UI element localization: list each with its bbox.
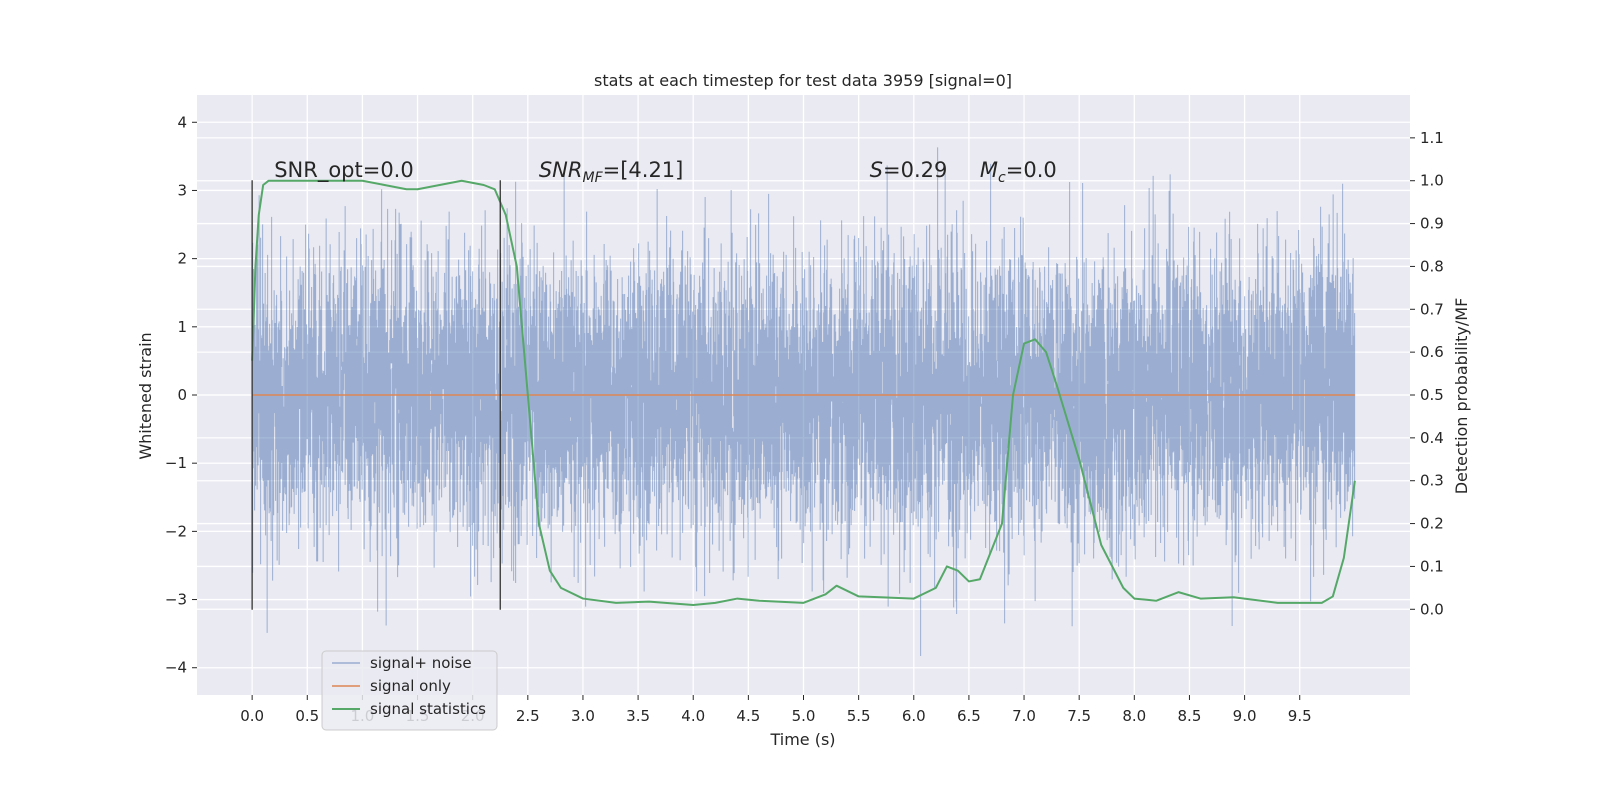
x-tick-label: 0.5	[295, 707, 319, 725]
x-tick-label: 0.0	[240, 707, 264, 725]
y-tick-label-right: 1.1	[1420, 129, 1444, 147]
chart-title: stats at each timestep for test data 395…	[594, 71, 1012, 90]
series-area	[251, 147, 1356, 657]
y-tick-label: 1	[177, 318, 187, 336]
y-tick-label-right: 0.7	[1420, 300, 1444, 318]
legend-label: signal only	[370, 677, 451, 695]
x-tick-label: 3.0	[571, 707, 595, 725]
series-signal-statistics	[251, 179, 1356, 606]
x-tick-label: 5.5	[847, 707, 871, 725]
legend: signal+ noise signal only signal statistic…	[321, 650, 498, 731]
y-axis-label: Whitened strain	[136, 332, 155, 459]
annotation-text: S=0.29	[870, 158, 948, 182]
y-axis-label-right: Detection probability/MF	[1452, 298, 1471, 495]
legend-label: signal+ noise	[370, 654, 472, 672]
x-tick-label: 2.5	[516, 707, 540, 725]
x-tick-label: 6.0	[902, 707, 926, 725]
y-tick-label-right: 0.2	[1420, 515, 1444, 533]
y-tick-label-right: 0.4	[1420, 429, 1444, 447]
y-tick-label-right: 0.8	[1420, 257, 1444, 275]
y-tick-label-right: 0.0	[1420, 600, 1444, 618]
x-tick-label: 7.0	[1012, 707, 1036, 725]
legend-box	[321, 650, 498, 731]
annotation-text: Mc=0.0	[980, 158, 1057, 186]
x-tick-label: 8.5	[1178, 707, 1202, 725]
y-tick-label-right: 0.9	[1420, 215, 1444, 233]
annotation-text: SNR_opt=0.0	[274, 158, 414, 183]
y-tick-label: −4	[165, 659, 187, 677]
x-axis-label: Time (s)	[769, 730, 835, 749]
y-tick-label-right: 0.1	[1420, 557, 1444, 575]
y-tick-label: −3	[165, 591, 187, 609]
x-tick-label: 3.5	[626, 707, 650, 725]
x-tick-label: 9.5	[1288, 707, 1312, 725]
y-tick-label: −2	[165, 522, 187, 540]
x-tick-label: 7.5	[1067, 707, 1091, 725]
y-tick-label: −1	[165, 454, 187, 472]
y-tick-label: 2	[177, 250, 187, 268]
x-tick-label: 5.0	[792, 707, 816, 725]
x-tick-label: 9.0	[1233, 707, 1257, 725]
x-tick-label: 8.0	[1122, 707, 1146, 725]
legend-label: signal statistics	[370, 700, 486, 718]
y-tick-label: 3	[177, 181, 187, 199]
y-tick-label-right: 0.5	[1420, 386, 1444, 404]
x-tick-label: 4.0	[681, 707, 705, 725]
y-tick-label-right: 0.3	[1420, 472, 1444, 490]
y-tick-label-right: 0.6	[1420, 343, 1444, 361]
x-tick-label: 4.5	[736, 707, 760, 725]
annotation-text: SNRMF=[4.21]	[539, 158, 684, 186]
annotations: SNR_opt=0.0 SNRMF=[4.21] S=0.29 Mc=0.0	[251, 158, 1057, 610]
y-tick-label: 0	[177, 386, 187, 404]
y-tick-label-right: 1.0	[1420, 172, 1444, 190]
x-tick-label: 6.5	[957, 707, 981, 725]
y-tick-label: 4	[177, 113, 187, 131]
